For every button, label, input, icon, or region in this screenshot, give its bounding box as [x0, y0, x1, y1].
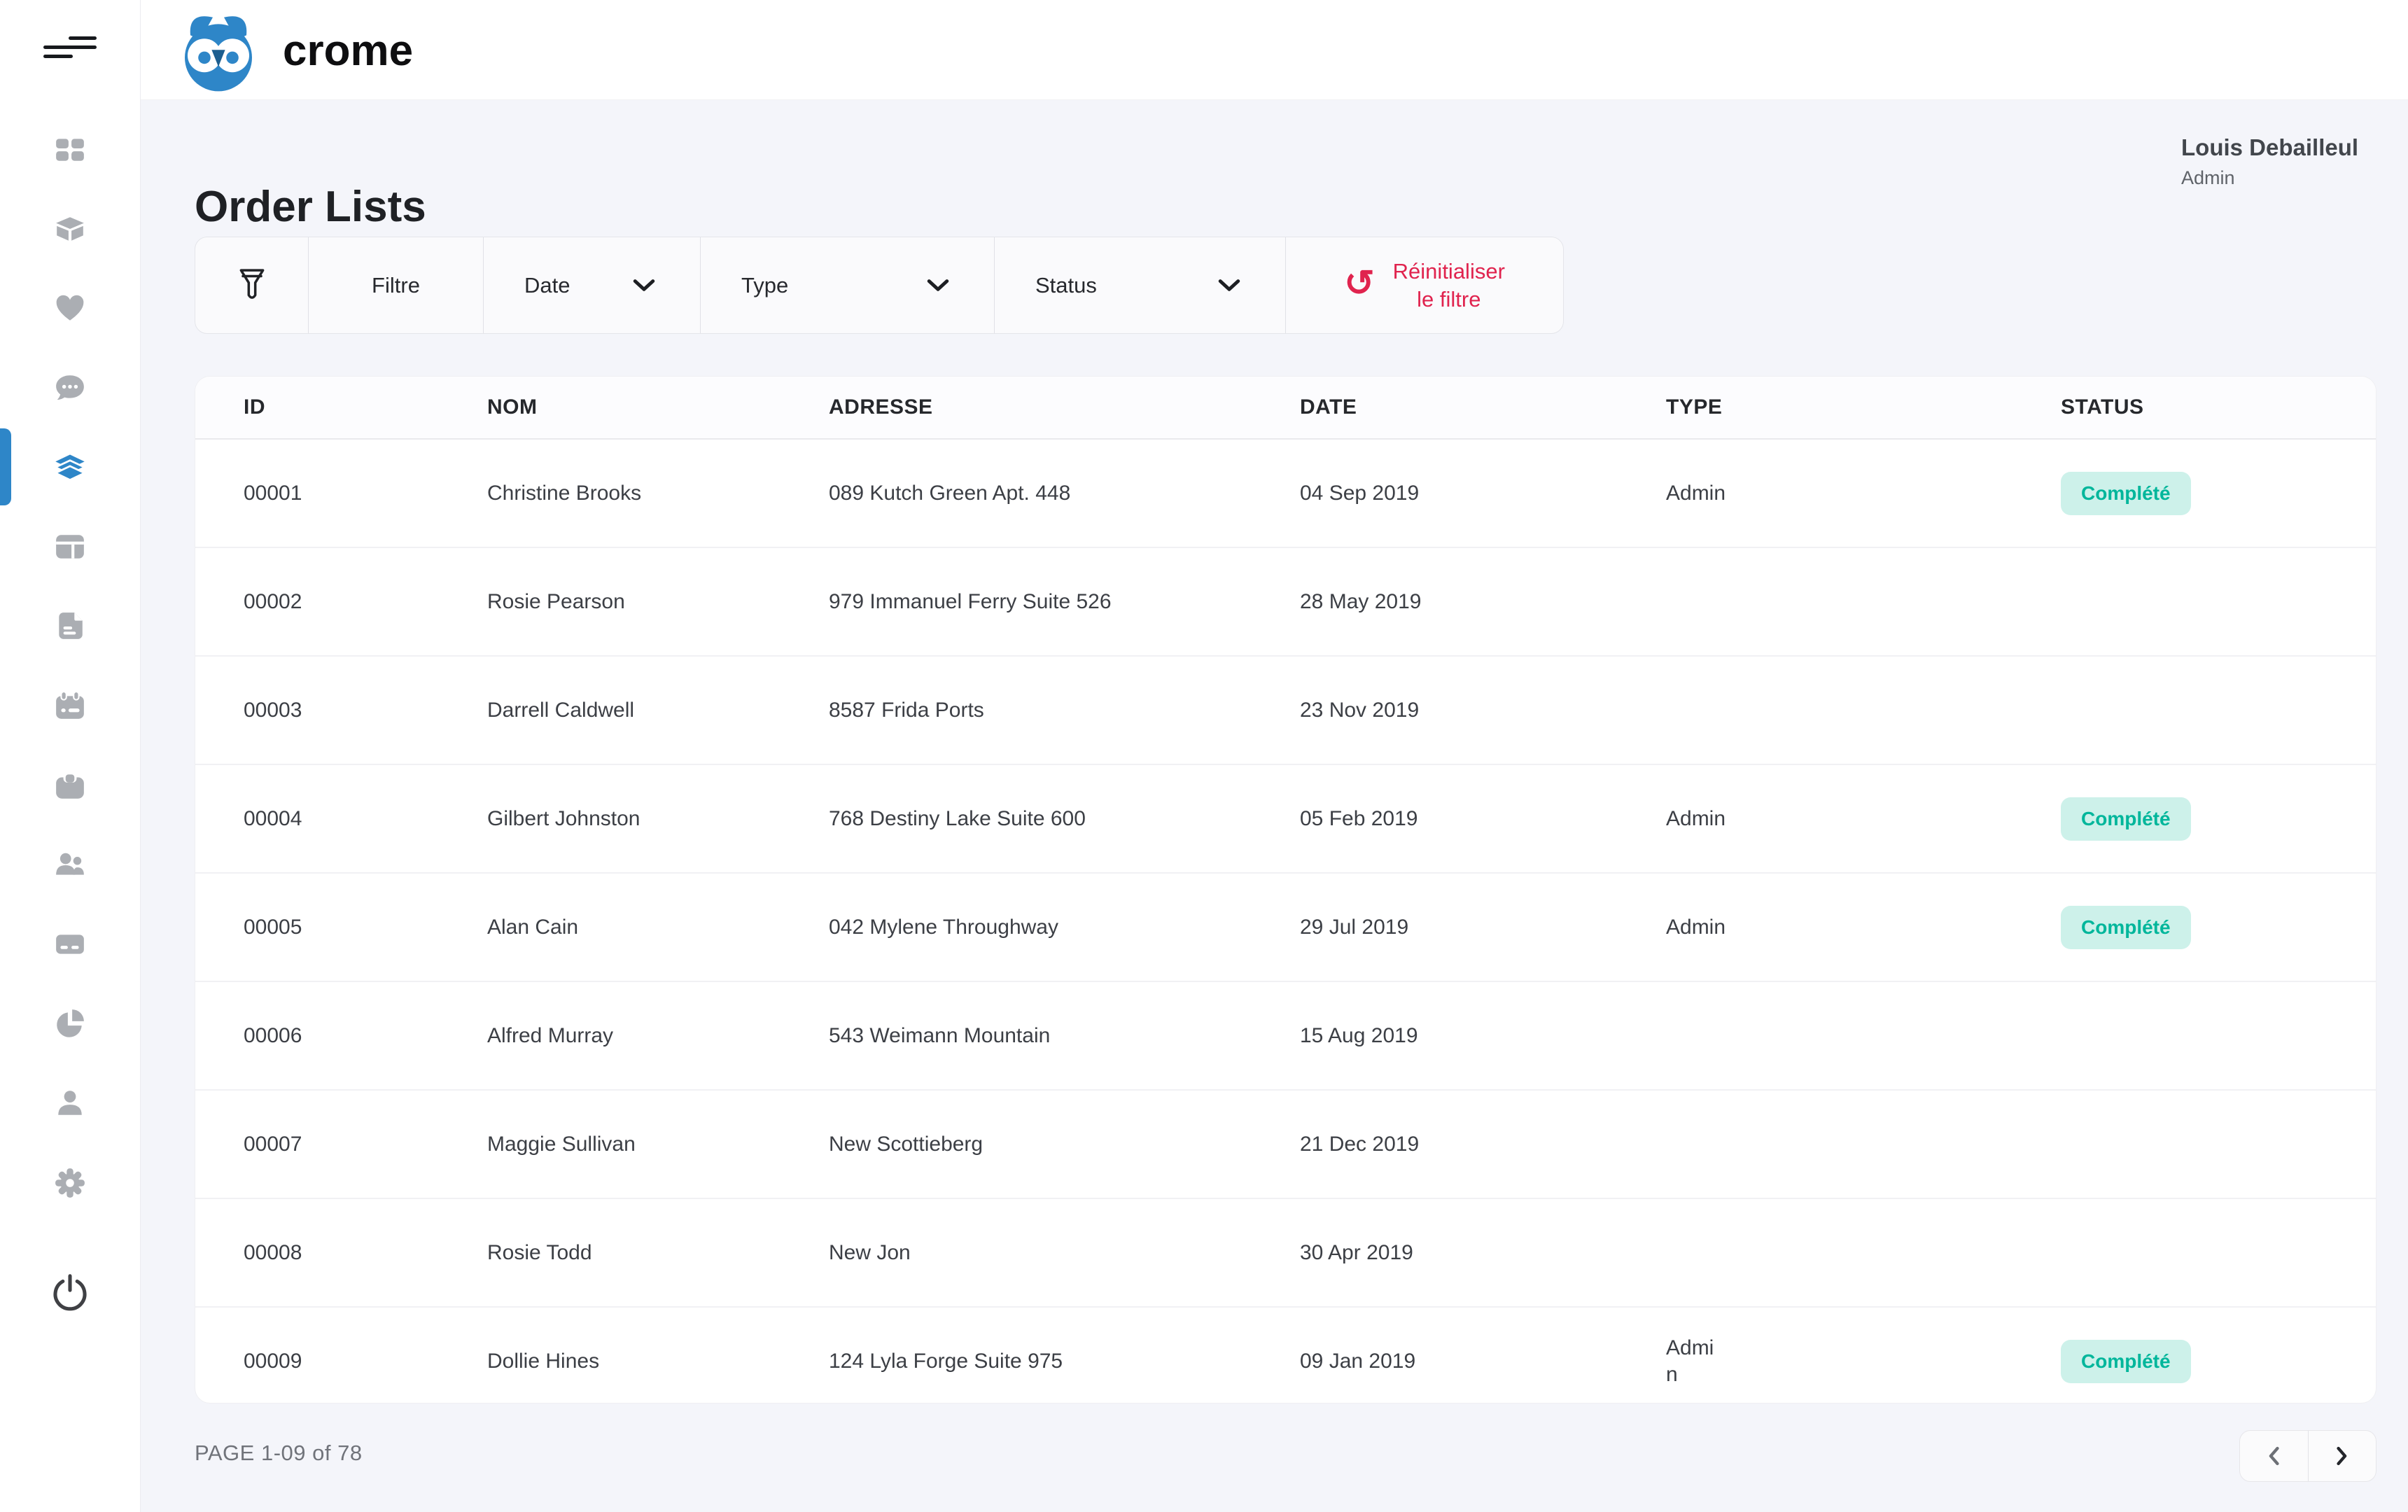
pagination-controls — [2239, 1430, 2376, 1482]
table-row[interactable]: 00008 Rosie Todd New Jon 30 Apr 2019 — [195, 1199, 2376, 1308]
filter-type-label: Type — [741, 272, 789, 298]
col-header-id: ID — [244, 396, 265, 419]
table-row[interactable]: 00002 Rosie Pearson 979 Immanuel Ferry S… — [195, 548, 2376, 657]
sidebar-item-contacts[interactable] — [50, 845, 90, 884]
table-row[interactable]: 00005 Alan Cain 042 Mylene Throughway 29… — [195, 874, 2376, 982]
table-row[interactable]: 00007 Maggie Sullivan New Scottieberg 21… — [195, 1091, 2376, 1199]
sidebar-item-favorites[interactable] — [50, 288, 90, 328]
table-row[interactable]: 00006 Alfred Murray 543 Weimann Mountain… — [195, 982, 2376, 1091]
app-logo[interactable]: crome — [165, 8, 413, 92]
status-badge: Complété — [2061, 471, 2191, 515]
sidebar-item-product-stock[interactable] — [50, 527, 90, 566]
col-header-adresse: ADRESSE — [829, 396, 933, 419]
col-header-type: TYPE — [1666, 396, 1723, 419]
prev-page-button[interactable] — [2240, 1431, 2309, 1481]
gear-icon — [54, 1167, 86, 1199]
sidebar-item-dashboard[interactable] — [50, 130, 90, 169]
pagination-label: PAGE 1-09 of 78 — [195, 1441, 363, 1465]
sidebar-item-settings[interactable] — [50, 1163, 90, 1203]
sidebar-item-calendar[interactable] — [50, 686, 90, 725]
calendar-icon — [54, 690, 86, 722]
sidebar-item-inbox[interactable] — [50, 368, 90, 407]
table-row[interactable]: 00001 Christine Brooks 089 Kutch Green A… — [195, 440, 2376, 548]
reset-filter-label: Réinitialiser le filtre — [1392, 258, 1505, 312]
owl-logo-icon — [165, 8, 272, 92]
rotate-ccw-icon: ↺ — [1344, 262, 1375, 304]
status-badge: Complété — [2061, 1339, 2191, 1383]
sidebar-item-invoice[interactable] — [50, 606, 90, 645]
col-header-status: STATUS — [2061, 396, 2144, 419]
power-icon — [50, 1273, 90, 1312]
sidebar-item-payments[interactable] — [50, 925, 90, 964]
chat-bubble-icon — [54, 372, 86, 404]
chevron-right-icon — [2334, 1446, 2351, 1466]
brand-name: crome — [283, 26, 414, 75]
filter-funnel-button[interactable] — [195, 237, 309, 333]
heart-icon — [54, 292, 86, 324]
filter-type-dropdown[interactable]: Type — [701, 237, 995, 333]
table-row[interactable]: 00003 Darrell Caldwell 8587 Frida Ports … — [195, 657, 2376, 765]
box-icon — [54, 213, 86, 245]
next-page-button[interactable] — [2309, 1431, 2376, 1481]
sidebar-item-order-lists[interactable] — [50, 447, 90, 486]
filter-status-dropdown[interactable]: Status — [995, 237, 1286, 333]
sidebar — [0, 0, 141, 1512]
person-icon — [54, 1087, 86, 1119]
filter-status-label: Status — [1035, 272, 1097, 298]
credit-card-icon — [54, 928, 86, 960]
sidebar-item-todo[interactable] — [50, 766, 90, 805]
table-row[interactable]: 00009 Dollie Hines 124 Lyla Forge Suite … — [195, 1308, 2376, 1403]
pie-chart-icon — [54, 1007, 86, 1040]
active-item-indicator — [0, 428, 11, 505]
col-header-date: DATE — [1300, 396, 1357, 419]
table-header-row: ID NOM ADRESSE DATE TYPE STATUS — [195, 377, 2376, 440]
menu-toggle-icon[interactable] — [43, 36, 97, 64]
page-title: Order Lists — [195, 182, 426, 231]
status-badge: Complété — [2061, 905, 2191, 949]
status-badge: Complété — [2061, 797, 2191, 841]
user-name: Louis Debailleul — [2181, 134, 2359, 160]
user-block[interactable]: Louis Debailleul Admin — [2181, 134, 2358, 189]
sidebar-item-analytics[interactable] — [50, 1004, 90, 1043]
document-icon — [54, 610, 86, 642]
table-row[interactable]: 00004 Gilbert Johnston 768 Destiny Lake … — [195, 765, 2376, 874]
layers-icon — [53, 450, 87, 484]
people-icon — [54, 848, 86, 881]
filter-label: Filtre — [309, 237, 484, 333]
sidebar-item-logout[interactable] — [48, 1270, 92, 1315]
user-role: Admin — [2181, 167, 2235, 188]
dashboard-grid-icon — [54, 133, 86, 165]
layout-table-icon — [54, 531, 86, 563]
chevron-down-icon — [1218, 279, 1240, 293]
chevron-down-icon — [633, 279, 655, 293]
filter-bar: Filtre Date Type Status ↺ Réinitialiser … — [195, 237, 1564, 334]
funnel-icon — [236, 267, 268, 304]
briefcase-icon — [54, 769, 86, 802]
sidebar-item-products[interactable] — [50, 209, 90, 248]
chevron-left-icon — [2265, 1446, 2282, 1466]
sidebar-item-account[interactable] — [50, 1084, 90, 1123]
orders-table: ID NOM ADRESSE DATE TYPE STATUS 00001 Ch… — [195, 376, 2376, 1404]
filter-date-dropdown[interactable]: Date — [484, 237, 701, 333]
col-header-nom: NOM — [487, 396, 538, 419]
reset-filter-button[interactable]: ↺ Réinitialiser le filtre — [1286, 237, 1563, 333]
filter-date-label: Date — [524, 272, 570, 298]
topbar: crome — [140, 0, 2408, 100]
chevron-down-icon — [927, 279, 949, 293]
